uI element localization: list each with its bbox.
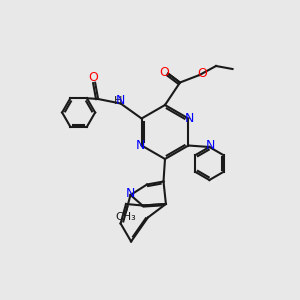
Text: N: N — [185, 112, 195, 125]
Text: N: N — [135, 139, 145, 152]
Text: CH₃: CH₃ — [116, 212, 136, 222]
Text: N: N — [126, 187, 135, 200]
Text: O: O — [89, 70, 99, 84]
Text: H: H — [113, 95, 122, 106]
Text: N: N — [205, 139, 215, 152]
Text: O: O — [197, 67, 207, 80]
Text: N: N — [116, 94, 125, 107]
Text: O: O — [159, 65, 169, 79]
